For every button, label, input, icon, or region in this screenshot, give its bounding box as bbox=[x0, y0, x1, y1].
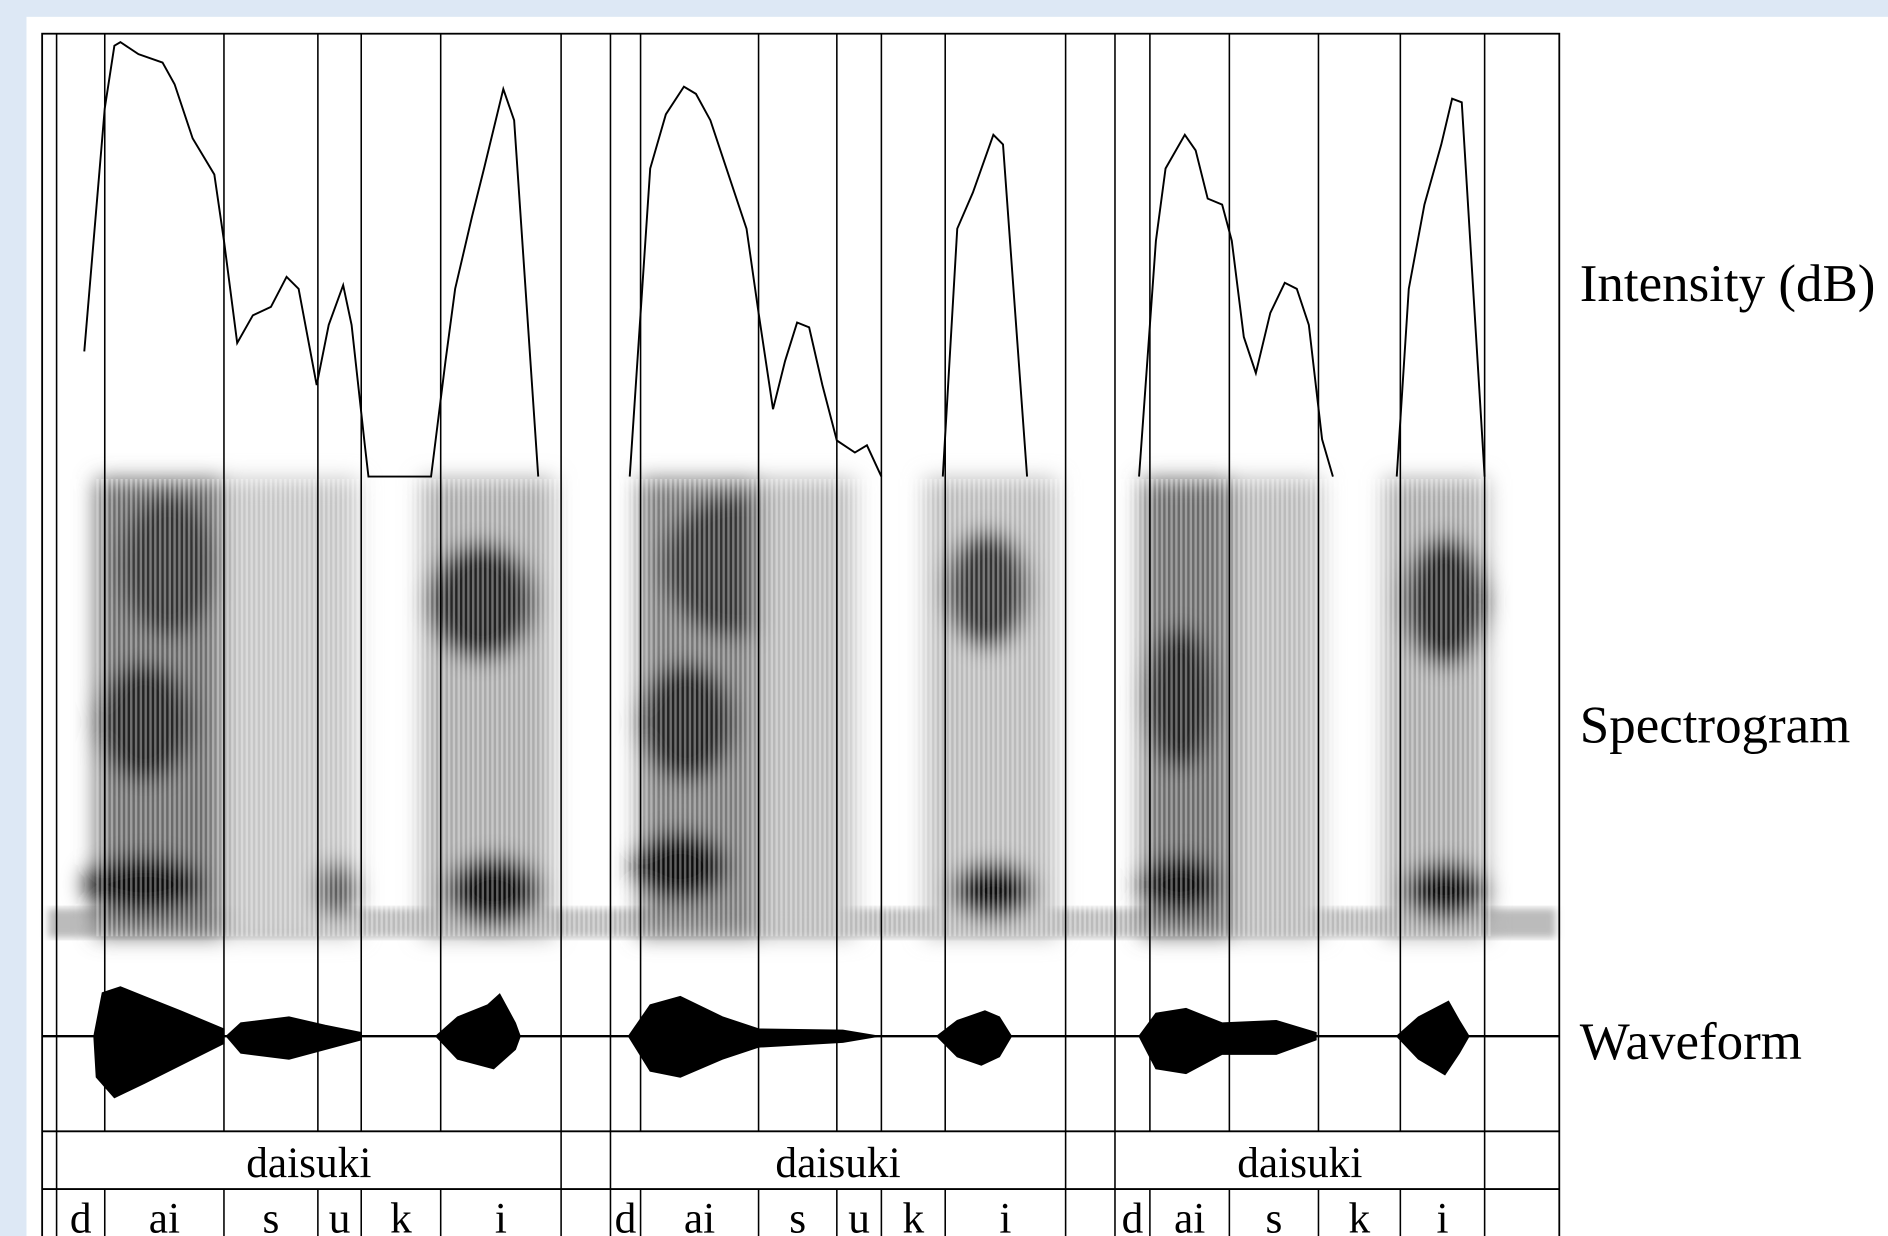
intensity-contour bbox=[83, 40, 1486, 478]
waveform bbox=[42, 986, 1560, 1099]
phone-label: i bbox=[1436, 1194, 1448, 1236]
phone-label: k bbox=[390, 1194, 412, 1236]
phone-label: i bbox=[999, 1194, 1011, 1236]
phone-label: d bbox=[1122, 1194, 1144, 1236]
track-label: Waveform bbox=[1580, 1013, 1802, 1071]
phone-label: s bbox=[789, 1194, 806, 1236]
phone-label: u bbox=[848, 1194, 870, 1236]
track-label: Intensity (dB) bbox=[1580, 255, 1876, 313]
phone-label: i bbox=[495, 1194, 507, 1236]
word-label: daisuki bbox=[1237, 1139, 1362, 1187]
boundaries bbox=[55, 33, 1486, 1236]
phone-label: ai bbox=[149, 1194, 180, 1236]
phone-label: s bbox=[262, 1194, 279, 1236]
word-label: daisuki bbox=[775, 1139, 900, 1187]
tier-frame bbox=[41, 32, 1561, 1236]
phone-label: k bbox=[902, 1194, 924, 1236]
phone-label: s bbox=[1265, 1194, 1282, 1236]
track-label: Spectrogram bbox=[1580, 697, 1851, 755]
phone-label: k bbox=[1349, 1194, 1371, 1236]
word-label: daisuki bbox=[246, 1139, 371, 1187]
phone-label: u bbox=[329, 1194, 351, 1236]
spectrogram bbox=[48, 478, 1556, 938]
phone-label: d bbox=[70, 1194, 92, 1236]
phone-label: ai bbox=[684, 1194, 715, 1236]
phone-label: d bbox=[615, 1194, 637, 1236]
phone-label: ai bbox=[1174, 1194, 1205, 1236]
